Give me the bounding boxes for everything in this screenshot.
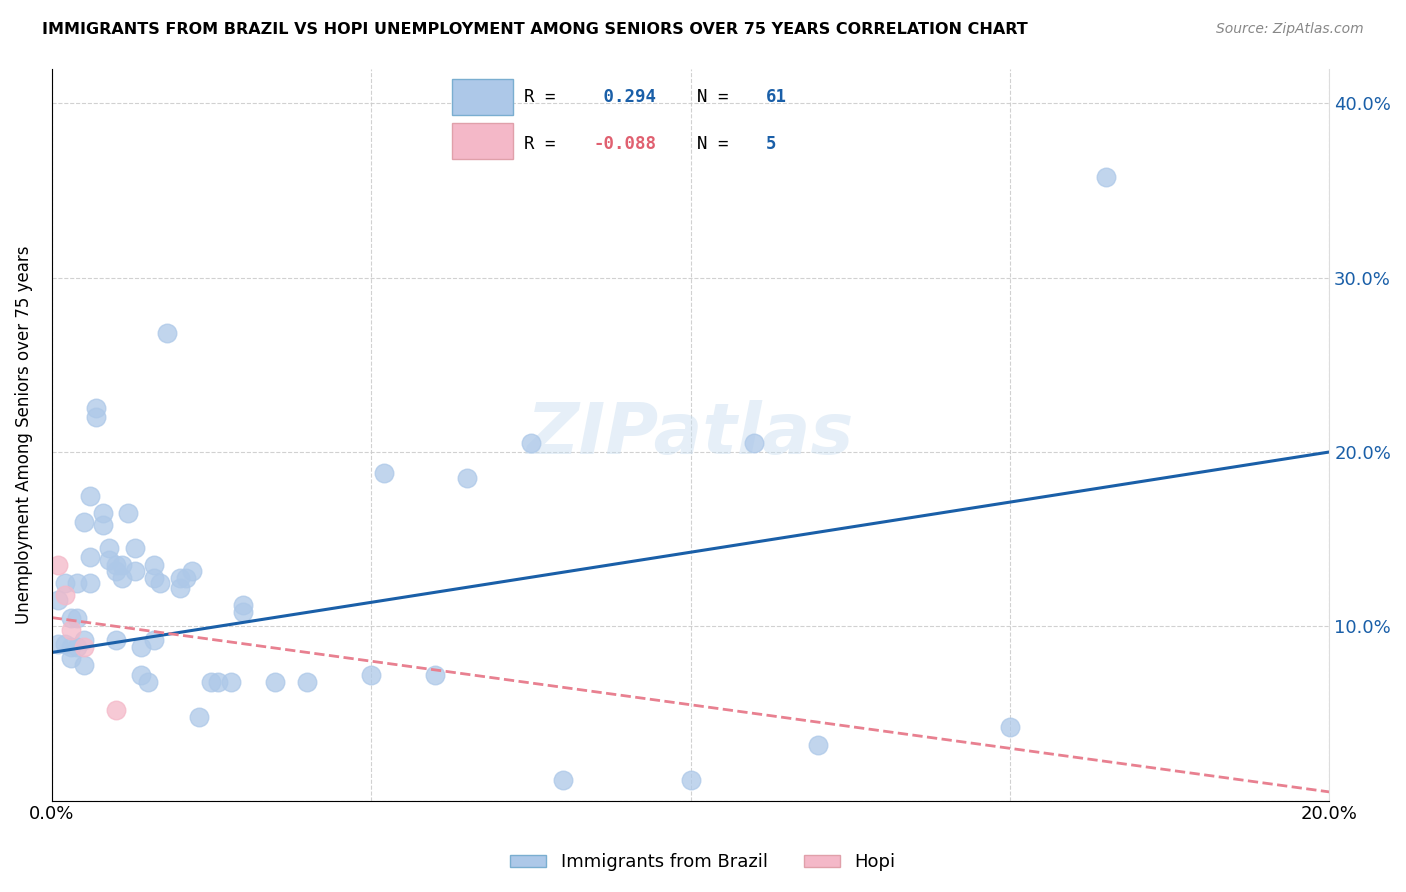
Point bbox=[142, 558, 165, 573]
Point bbox=[169, 570, 191, 584]
Point bbox=[551, 772, 574, 787]
Point bbox=[142, 570, 165, 584]
Point bbox=[104, 564, 127, 578]
Point bbox=[187, 710, 209, 724]
Point bbox=[124, 564, 146, 578]
Point bbox=[297, 675, 319, 690]
Point bbox=[66, 640, 89, 655]
Point bbox=[98, 553, 121, 567]
Point bbox=[520, 436, 543, 450]
Point bbox=[53, 575, 76, 590]
Point bbox=[124, 541, 146, 555]
Point bbox=[111, 558, 134, 573]
Point bbox=[91, 506, 114, 520]
Point bbox=[59, 610, 82, 624]
Point bbox=[232, 599, 254, 613]
Point bbox=[136, 675, 159, 690]
Point bbox=[998, 720, 1021, 734]
Point bbox=[79, 489, 101, 503]
Point bbox=[46, 637, 69, 651]
Y-axis label: Unemployment Among Seniors over 75 years: Unemployment Among Seniors over 75 years bbox=[15, 245, 32, 624]
Point bbox=[66, 610, 89, 624]
Point bbox=[104, 558, 127, 573]
Text: ZIPatlas: ZIPatlas bbox=[527, 401, 855, 469]
Point bbox=[174, 570, 197, 584]
Point bbox=[53, 588, 76, 602]
Point bbox=[98, 541, 121, 555]
Point bbox=[142, 633, 165, 648]
Point bbox=[360, 668, 382, 682]
Point bbox=[807, 738, 830, 752]
Point bbox=[104, 633, 127, 648]
Point bbox=[59, 650, 82, 665]
Point bbox=[129, 640, 152, 655]
Point bbox=[59, 640, 82, 655]
Point bbox=[46, 593, 69, 607]
Text: Source: ZipAtlas.com: Source: ZipAtlas.com bbox=[1216, 22, 1364, 37]
Point bbox=[744, 436, 766, 450]
Point bbox=[207, 675, 229, 690]
Point bbox=[73, 633, 96, 648]
Point bbox=[679, 772, 702, 787]
Point bbox=[219, 675, 242, 690]
Point bbox=[86, 401, 108, 416]
Point bbox=[104, 703, 127, 717]
Point bbox=[169, 581, 191, 595]
Point bbox=[423, 668, 446, 682]
Point bbox=[456, 471, 478, 485]
Point bbox=[117, 506, 139, 520]
Point bbox=[200, 675, 222, 690]
Point bbox=[73, 515, 96, 529]
Point bbox=[86, 410, 108, 425]
Point bbox=[79, 575, 101, 590]
Point bbox=[111, 570, 134, 584]
Text: IMMIGRANTS FROM BRAZIL VS HOPI UNEMPLOYMENT AMONG SENIORS OVER 75 YEARS CORRELAT: IMMIGRANTS FROM BRAZIL VS HOPI UNEMPLOYM… bbox=[42, 22, 1028, 37]
Point bbox=[79, 549, 101, 564]
Point bbox=[73, 657, 96, 672]
Legend: Immigrants from Brazil, Hopi: Immigrants from Brazil, Hopi bbox=[503, 847, 903, 879]
Point bbox=[232, 606, 254, 620]
Point bbox=[1094, 169, 1116, 184]
Point bbox=[264, 675, 287, 690]
Point bbox=[373, 466, 395, 480]
Point bbox=[66, 575, 89, 590]
Point bbox=[129, 668, 152, 682]
Point bbox=[59, 623, 82, 637]
Point bbox=[91, 518, 114, 533]
Point bbox=[53, 637, 76, 651]
Point bbox=[149, 575, 172, 590]
Point bbox=[181, 564, 204, 578]
Point bbox=[73, 640, 96, 655]
Point bbox=[46, 558, 69, 573]
Point bbox=[156, 326, 179, 341]
